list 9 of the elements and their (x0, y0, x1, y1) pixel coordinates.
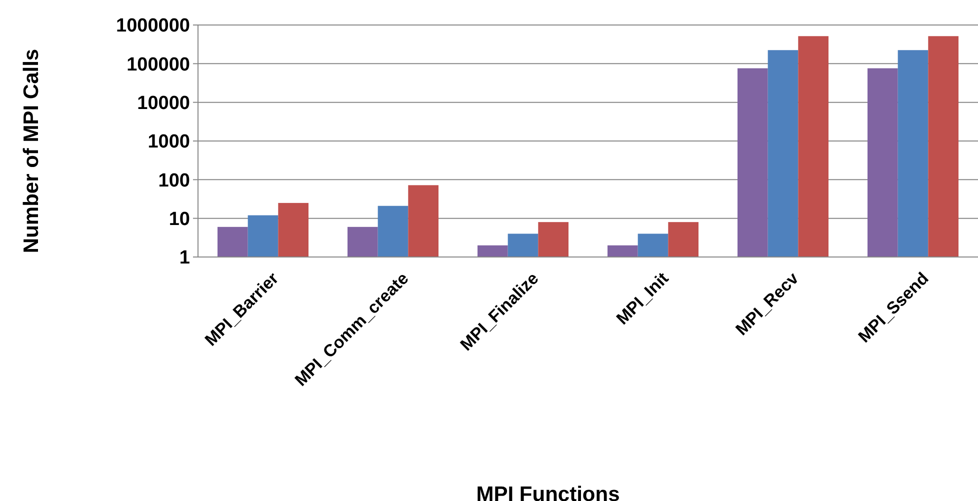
y-tick-label: 10 (168, 208, 190, 230)
y-tick-label: 100000 (126, 54, 190, 76)
x-axis-title: MPI Functions (476, 483, 620, 501)
y-tick-label: 1 (179, 248, 190, 269)
y-axis-title: Number of MPI Calls (20, 48, 43, 254)
y-tick-label: 1000 (148, 132, 190, 153)
y-tick-label: 10000 (137, 92, 190, 114)
y-tick-label: 100 (158, 170, 190, 192)
y-tick-label: 1000000 (116, 16, 190, 37)
